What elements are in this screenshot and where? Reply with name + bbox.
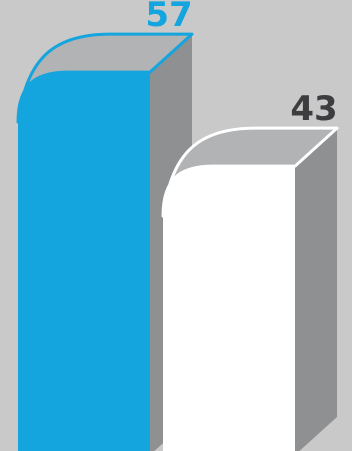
bar-2-top	[161, 126, 339, 218]
bar-2-side	[295, 128, 337, 451]
bar-1-front	[18, 72, 150, 451]
bar-2-value-label: 43	[290, 89, 337, 129]
bar-2-front	[163, 166, 295, 451]
bar-2	[161, 126, 339, 451]
bar-1-value-label: 57	[145, 0, 192, 35]
bar-1-top	[16, 32, 194, 124]
bar-1	[16, 32, 194, 451]
